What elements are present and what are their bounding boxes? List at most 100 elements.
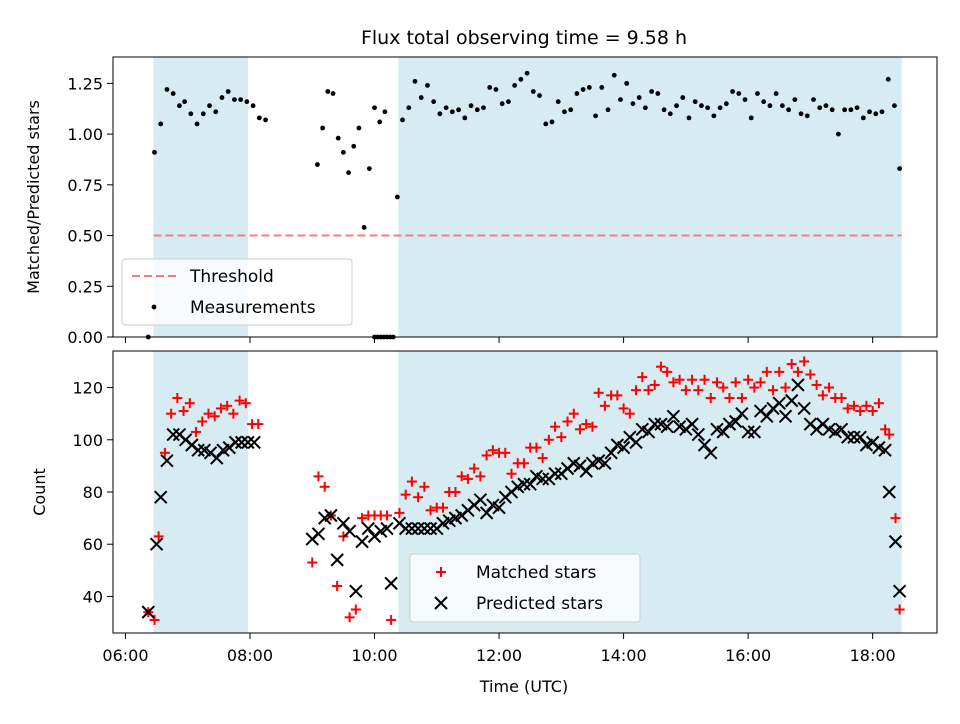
matched-star-point bbox=[228, 408, 239, 419]
measurement-point bbox=[885, 76, 891, 82]
measurement-point bbox=[624, 80, 630, 86]
measurement-point bbox=[779, 103, 785, 109]
matched-star-point bbox=[357, 513, 368, 524]
x-tick-label: 18:00 bbox=[850, 646, 896, 665]
measurement-point bbox=[873, 111, 879, 117]
matched-star-point bbox=[618, 403, 629, 414]
matched-star-point bbox=[240, 398, 251, 409]
count-x-ticks: 06:00 08:00 10:00 12:00 14:00 16:00 18:00 bbox=[102, 633, 896, 665]
matched-star-point bbox=[234, 395, 245, 406]
matched-star-point bbox=[319, 481, 330, 492]
measurement-point bbox=[811, 97, 816, 103]
shaded-interval-1 bbox=[398, 57, 902, 337]
matched-star-point bbox=[649, 379, 660, 390]
predicted-star-point bbox=[228, 435, 243, 450]
measurement-point bbox=[748, 115, 754, 121]
predicted-star-point bbox=[691, 427, 706, 442]
measurement-point bbox=[860, 115, 866, 121]
chart-title: Flux total observing time = 9.58 h bbox=[361, 27, 687, 49]
predicted-star-point bbox=[735, 406, 749, 421]
measurement-point bbox=[642, 105, 648, 111]
measurement-point bbox=[711, 113, 717, 119]
matched-star-point bbox=[680, 385, 691, 396]
matched-star-point bbox=[386, 614, 397, 625]
matched-star-point bbox=[562, 416, 573, 427]
matched-star-point bbox=[313, 471, 324, 482]
measurement-point bbox=[580, 87, 586, 92]
predicted-star-point bbox=[598, 456, 612, 470]
measurement-point bbox=[250, 103, 256, 109]
measurement-point bbox=[705, 105, 711, 111]
measurement-point bbox=[346, 170, 351, 176]
measurement-point bbox=[611, 72, 617, 78]
matched-star-point bbox=[506, 468, 517, 479]
matched-star-point bbox=[655, 361, 666, 372]
matched-star-point bbox=[178, 406, 189, 417]
measurement-point bbox=[742, 97, 748, 103]
measurement-point bbox=[320, 125, 326, 131]
predicted-star-point bbox=[847, 430, 861, 444]
predicted-star-point bbox=[834, 422, 849, 437]
measurement-point bbox=[854, 105, 860, 111]
measurement-point bbox=[661, 107, 667, 113]
measurement-point bbox=[667, 111, 673, 117]
matched-star-point bbox=[761, 366, 772, 377]
measurement-point bbox=[238, 97, 244, 103]
measurement-point bbox=[593, 113, 598, 119]
x-tick-label: 16:00 bbox=[725, 646, 771, 665]
measurement-point bbox=[412, 78, 418, 84]
measurement-point bbox=[164, 87, 170, 92]
predicted-star-point bbox=[772, 396, 786, 410]
matched-star-point bbox=[197, 416, 208, 427]
matched-star-point bbox=[209, 411, 220, 422]
count-points bbox=[141, 356, 907, 625]
predicted-star-point bbox=[666, 409, 681, 423]
measurement-point bbox=[361, 225, 367, 230]
measurement-point bbox=[431, 99, 437, 105]
legend-predicted-swatch bbox=[434, 596, 448, 610]
predicted-star-point bbox=[166, 427, 180, 442]
matched-star-point bbox=[811, 379, 822, 390]
predicted-star-point bbox=[417, 521, 432, 536]
predicted-star-point bbox=[548, 467, 562, 481]
matched-star-point bbox=[222, 400, 233, 411]
predicted-star-point bbox=[797, 401, 811, 416]
measurement-point bbox=[879, 109, 885, 115]
measurement-point bbox=[499, 101, 505, 107]
predicted-star-point bbox=[380, 521, 394, 536]
shaded-interval-0 bbox=[153, 351, 248, 633]
count-y-axis-label: Count bbox=[30, 468, 49, 516]
matched-star-point bbox=[836, 393, 847, 403]
measurement-point bbox=[207, 103, 212, 109]
matched-star-point bbox=[824, 382, 835, 393]
y-tick-label: 40 bbox=[83, 587, 103, 606]
predicted-star-point bbox=[324, 508, 338, 523]
matched-star-point bbox=[890, 513, 901, 524]
matched-star-point bbox=[855, 406, 866, 417]
matched-star-point bbox=[693, 385, 704, 396]
x-tick-label: 10:00 bbox=[351, 646, 397, 665]
ratio-panel-frame bbox=[112, 56, 938, 338]
measurement-point bbox=[400, 117, 405, 123]
predicted-star-point bbox=[697, 438, 712, 452]
measurement-point bbox=[836, 131, 841, 137]
measurement-point bbox=[537, 93, 542, 98]
predicted-star-point bbox=[785, 393, 799, 408]
matched-star-point bbox=[786, 359, 797, 370]
measurement-point bbox=[330, 91, 336, 96]
measurement-point bbox=[530, 89, 536, 94]
matched-star-point bbox=[581, 419, 592, 430]
matched-star-point bbox=[487, 445, 498, 456]
predicted-star-point bbox=[629, 435, 643, 450]
matched-star-point bbox=[743, 374, 754, 385]
measurement-point bbox=[177, 103, 182, 109]
matched-star-point bbox=[556, 432, 567, 443]
y-tick-label: 100 bbox=[72, 431, 103, 450]
predicted-star-point bbox=[882, 485, 896, 499]
predicted-star-point bbox=[660, 420, 674, 434]
matched-star-point bbox=[599, 400, 610, 411]
matched-star-point bbox=[537, 453, 548, 464]
y-tick-label: 0.25 bbox=[67, 277, 103, 296]
predicted-star-point bbox=[210, 451, 224, 465]
matched-star-point bbox=[699, 374, 710, 385]
